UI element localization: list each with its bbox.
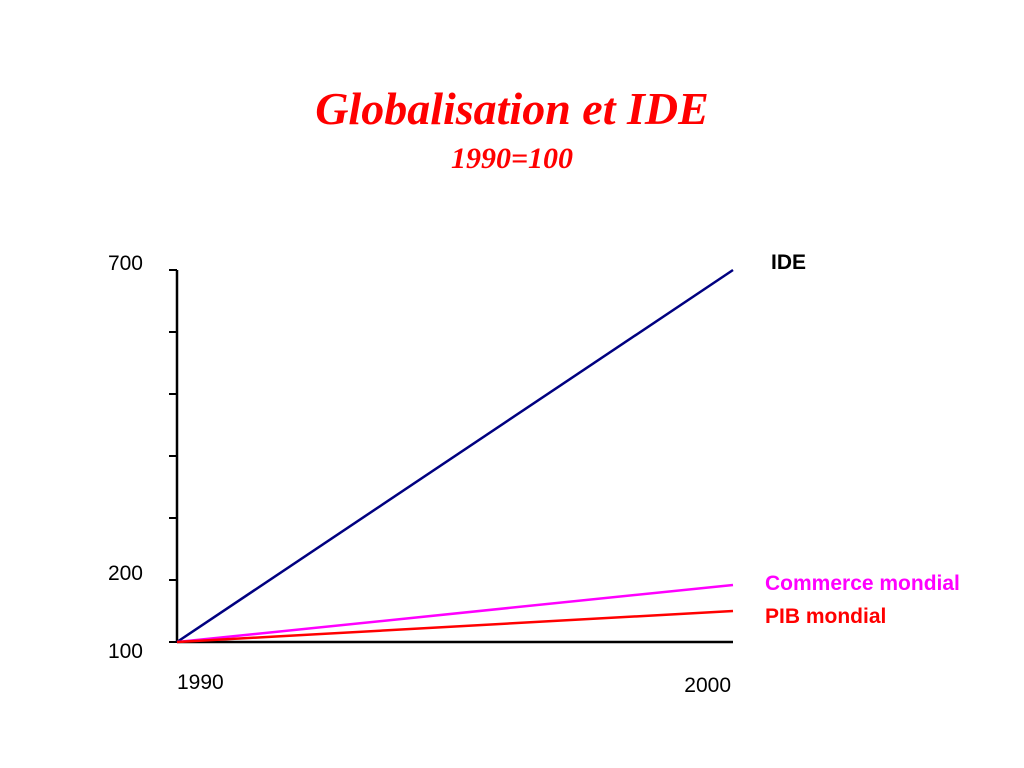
x-tick-label: 2000 [684,674,731,697]
series-label: PIB mondial [765,605,886,628]
x-tick-label: 1990 [177,671,224,694]
chart-subtitle: 1990=100 [450,142,574,175]
y-tick-label: 100 [108,640,143,663]
series-label: Commerce mondial [765,572,960,595]
y-tick-label: 200 [108,562,143,585]
y-tick-label: 700 [108,252,143,275]
series-label: IDE [771,251,806,274]
series-line-ide [176,268,734,644]
series-line-pib-mondial [176,609,734,644]
series-line-commerce-mondial [176,583,734,644]
chart-title: Globalisation et IDE [315,83,709,134]
